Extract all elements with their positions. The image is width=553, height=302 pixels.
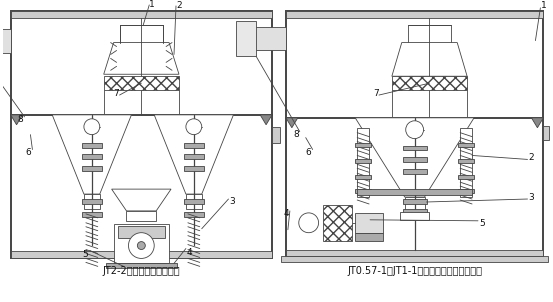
Bar — [184, 199, 204, 204]
Bar — [458, 175, 474, 179]
Bar — [106, 263, 177, 268]
Bar — [460, 128, 472, 197]
Text: JT2-2锯齿波跳汰机结构图: JT2-2锯齿波跳汰机结构图 — [102, 266, 180, 276]
Text: 5: 5 — [82, 250, 88, 259]
Polygon shape — [112, 189, 171, 211]
Text: 1: 1 — [149, 0, 155, 9]
Bar — [286, 11, 544, 18]
Text: 3: 3 — [229, 198, 236, 207]
Polygon shape — [154, 115, 233, 194]
Bar — [403, 146, 426, 150]
Bar — [405, 197, 425, 212]
Text: 4: 4 — [187, 248, 192, 257]
Text: 7: 7 — [373, 88, 379, 98]
Polygon shape — [355, 118, 474, 197]
Circle shape — [137, 242, 145, 249]
Polygon shape — [392, 43, 467, 76]
Bar — [113, 224, 169, 263]
Bar — [286, 11, 544, 256]
Bar — [272, 127, 280, 143]
Bar — [82, 154, 102, 159]
Bar — [544, 126, 549, 140]
Text: JT0.57-1、JT1-1锯齿波跳汰机结构示意图: JT0.57-1、JT1-1锯齿波跳汰机结构示意图 — [347, 266, 482, 276]
Bar — [184, 212, 204, 217]
Text: 4: 4 — [283, 209, 289, 218]
Text: 8: 8 — [18, 115, 23, 124]
Bar — [458, 143, 474, 146]
Circle shape — [84, 119, 100, 135]
Bar — [184, 166, 204, 171]
Text: 2: 2 — [176, 2, 182, 11]
Bar — [322, 205, 352, 241]
Circle shape — [128, 233, 154, 259]
Bar — [392, 76, 467, 90]
Bar — [458, 159, 474, 163]
Bar — [281, 256, 549, 262]
Bar — [355, 159, 371, 163]
Bar — [458, 189, 474, 193]
Bar — [357, 189, 472, 195]
Circle shape — [406, 121, 424, 139]
Bar — [403, 209, 426, 214]
Polygon shape — [531, 118, 544, 128]
Bar — [82, 143, 102, 148]
Bar — [82, 212, 102, 217]
Bar — [286, 249, 544, 256]
Polygon shape — [286, 118, 298, 128]
Text: 7: 7 — [114, 88, 119, 98]
Bar — [254, 27, 286, 50]
Bar — [357, 128, 369, 197]
Text: 5: 5 — [479, 219, 485, 228]
Circle shape — [299, 213, 319, 233]
Bar — [184, 143, 204, 148]
Bar — [355, 175, 371, 179]
Bar — [118, 226, 165, 238]
Polygon shape — [11, 115, 23, 125]
Bar — [82, 199, 102, 204]
Bar — [82, 166, 102, 171]
Bar — [11, 11, 272, 259]
Bar — [355, 213, 383, 233]
Bar — [186, 194, 202, 209]
Text: 8: 8 — [293, 130, 299, 139]
Text: 6: 6 — [25, 148, 32, 157]
Bar — [84, 194, 100, 209]
Polygon shape — [104, 43, 179, 74]
Bar — [104, 76, 179, 90]
Bar — [184, 154, 204, 159]
Text: 3: 3 — [529, 193, 534, 201]
Bar — [236, 21, 256, 56]
Text: 6: 6 — [306, 148, 311, 157]
Bar — [403, 169, 426, 174]
Text: 1: 1 — [540, 2, 546, 11]
Bar — [119, 25, 163, 43]
Bar — [127, 211, 156, 221]
Circle shape — [186, 119, 202, 135]
Bar — [400, 212, 430, 220]
Bar — [11, 252, 272, 259]
Bar — [403, 157, 426, 162]
Bar — [355, 233, 383, 241]
Text: 2: 2 — [529, 153, 534, 162]
Polygon shape — [260, 115, 272, 125]
Bar — [355, 189, 371, 193]
Bar — [0, 29, 11, 53]
Bar — [355, 143, 371, 146]
Polygon shape — [52, 115, 132, 194]
Bar — [403, 199, 426, 204]
Bar — [11, 11, 272, 18]
Bar — [408, 25, 451, 43]
